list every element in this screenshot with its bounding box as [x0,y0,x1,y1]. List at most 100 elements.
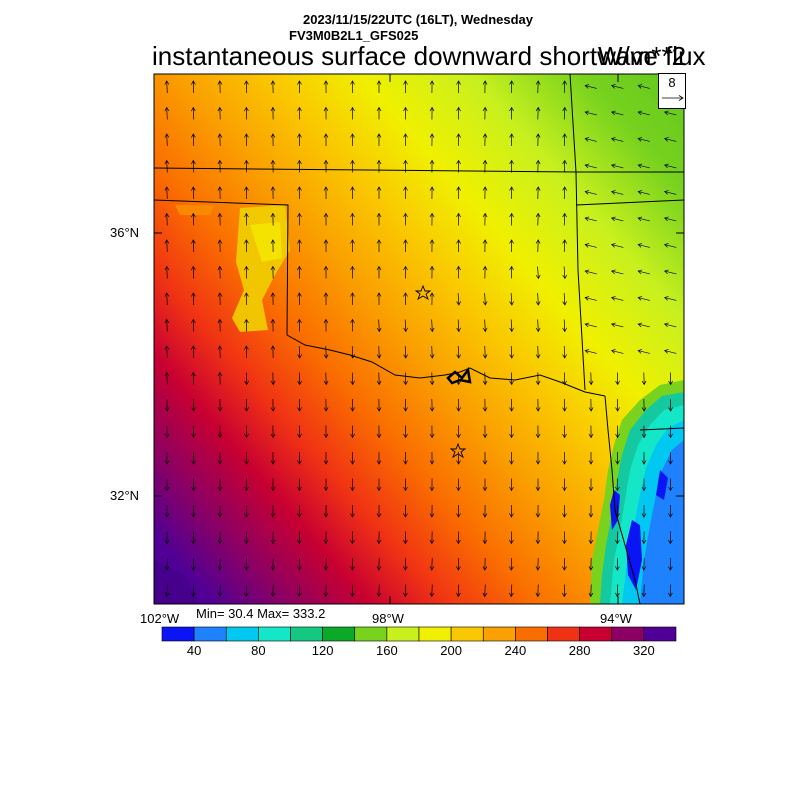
wind-arrow [610,216,624,222]
wind-arrow [376,212,382,226]
wind-arrow [562,159,567,173]
wind-arrow [668,398,673,412]
wind-arrow [217,398,223,412]
wind-arrow [588,557,594,571]
wind-arrow [164,584,170,598]
colorbar-swatch [258,626,291,642]
wind-arrow [562,398,567,412]
wind-arrow [588,504,594,518]
wind-arrow [297,557,302,571]
wind-arrow [663,163,677,169]
wind-arrow [297,372,302,386]
wind-arrow [456,372,461,386]
wind-arrow [562,504,567,518]
wind-arrow [323,80,329,94]
wind-arrow [509,133,514,147]
wind-arrow [610,110,624,116]
wind-arrow [535,398,541,412]
wind-arrow [562,584,567,598]
wind-arrow [217,133,223,147]
wind-arrow [535,478,541,492]
wind-arrow [615,425,620,439]
wind-arrow [429,478,435,492]
wind-arrow [456,584,461,598]
wind-arrow [376,531,382,545]
wind-arrow [164,504,170,518]
wind-arrow [191,451,196,465]
wind-arrow [376,239,382,253]
colorbar-label: 320 [633,643,655,658]
wind-arrow [270,239,276,253]
wind-arrow [509,451,514,465]
wind-arrow [535,425,541,439]
wind-arrow [403,106,408,120]
wind-arrow [270,133,276,147]
wind-arrow [456,319,461,333]
wind-arrow [217,451,223,465]
wind-arrow [535,531,541,545]
wind-arrow [535,292,541,306]
wind-arrow [350,80,355,94]
wind-arrow [482,292,488,306]
wind-arrow [191,371,196,385]
wind-arrow [376,80,382,94]
wind-arrow [668,557,673,571]
wind-arrow [584,349,597,354]
wind-arrow [350,159,355,173]
wind-arrow [244,504,249,518]
wind-arrow [588,451,594,465]
wind-arrow [535,133,541,147]
wind-arrow [588,584,594,598]
wind-arrow [297,133,302,147]
wind-arrow [509,265,514,279]
wind-arrow [615,398,620,412]
wind-arrow [217,425,223,439]
wind-arrow [509,478,514,492]
wind-arrow [429,265,435,279]
wind-arrow [164,186,170,200]
wind-arrow [217,504,223,518]
colorbar-swatch [482,626,516,642]
wind-arrow [403,372,408,386]
wind-arrow [376,159,382,173]
wind-arrow [482,265,488,279]
wind-arrow [191,398,196,412]
wind-arrow [663,349,677,354]
wind-arrow [323,451,329,465]
wind-arrow [429,504,435,518]
wind-arrow [509,425,514,439]
wind-arrow [456,425,461,439]
wind-arrow [535,345,541,359]
wind-arrow [244,292,249,306]
wind-arrow [535,557,541,571]
wind-arrow [350,531,355,545]
wind-arrow [429,345,435,359]
wind-arrow [270,318,276,332]
wind-arrow [244,106,249,120]
wind-arrow [509,186,514,200]
wind-arrow [429,319,435,333]
wind-arrow [429,425,435,439]
arrow-right-icon [662,95,684,101]
wind-arrow [191,265,196,279]
wind-arrow [297,80,302,94]
wind-arrow [191,80,196,94]
wind-arrow [403,265,408,279]
wind-arrow [323,345,329,359]
colorbar-swatch [515,626,548,642]
wind-arrow [350,398,355,412]
wind-arrow [429,398,435,412]
wind-arrow [376,425,382,439]
wind-arrow [429,531,435,545]
wind-arrow [191,133,196,147]
colorbar-swatch [611,626,645,642]
vector-reference-label: 8 [668,75,676,90]
wind-arrow [350,478,355,492]
wind-arrow [164,239,170,253]
wind-arrow [323,398,329,412]
wind-arrow [535,80,541,94]
wind-arrow [562,266,567,280]
wind-arrow [323,106,329,120]
wind-arrow [403,504,408,518]
wind-arrow [164,531,170,545]
